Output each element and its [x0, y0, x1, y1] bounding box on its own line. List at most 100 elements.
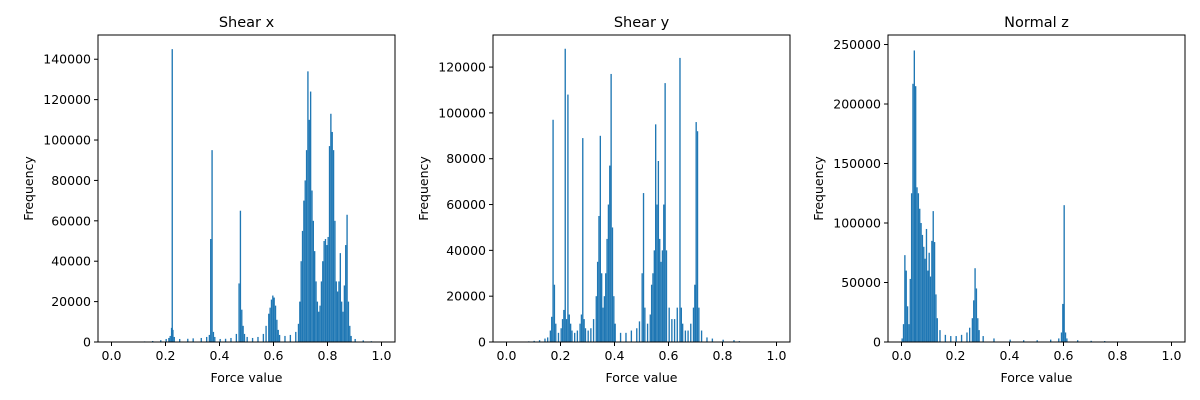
shear-x-bar-52: [305, 150, 308, 343]
shear-x-bar-63: [320, 281, 323, 342]
shear-x-bar-51: [304, 180, 306, 342]
normal-z-bar-23: [932, 211, 934, 342]
shear-x-bar-28: [243, 333, 246, 342]
normal-z-ytick-label-2: 100000: [833, 216, 881, 231]
shear-y-bar-7: [552, 119, 554, 343]
shear-y-bar-76: [690, 323, 692, 342]
shear-x-bar-45: [295, 331, 297, 342]
normal-z-xtick-label-3: 0.6: [1054, 348, 1074, 363]
normal-z-bar-36: [974, 268, 976, 342]
shear-x-xtick-label-2: 0.4: [210, 348, 230, 363]
normal-z-bar-15: [921, 234, 924, 342]
shear-x-bar-74: [335, 281, 337, 342]
shear-y-xtick-label-2: 0.4: [605, 348, 625, 363]
shear-x-bar-75: [336, 291, 339, 342]
normal-z-title: Normal z: [1004, 15, 1069, 31]
shear-y-bar-15: [565, 319, 568, 342]
normal-z-bar-34: [971, 318, 974, 342]
shear-x-bar-15: [208, 334, 211, 342]
shear-y-bar-53: [646, 323, 649, 342]
normal-z-bar-25: [935, 294, 937, 342]
shear-y-bar-5: [549, 330, 552, 342]
shear-x-bar-2: [160, 340, 162, 342]
normal-z-bar-13: [919, 208, 921, 342]
shear-y-ytick-label-6: 120000: [438, 60, 486, 75]
shear-y-bar-21: [576, 330, 579, 342]
shear-y-bar-68: [671, 319, 673, 342]
shear-x-xlabel: Force value: [211, 370, 283, 385]
shear-x-bar-43: [284, 335, 286, 342]
shear-y-ytick-label-2: 40000: [446, 243, 486, 258]
normal-z-bar-33: [969, 327, 971, 342]
shear-x-bar-59: [315, 281, 317, 342]
shear-y-bar-64: [663, 204, 665, 342]
normal-z-bar-10: [915, 86, 917, 342]
subplot-normal-z: 0.0 0.2 0.4 0.6 0.8 1.0 0 50000 100000 150000 2000…: [811, 15, 1186, 385]
shear-y-bar-61: [659, 238, 661, 342]
shear-x-bar-38: [273, 297, 275, 342]
shear-y-bar-60: [657, 161, 660, 342]
shear-x-bar-57: [312, 220, 314, 342]
shear-y-bar-18: [569, 323, 572, 342]
shear-y-axes-frame: [492, 34, 791, 343]
shear-y-bar-8: [553, 284, 556, 342]
shear-x-bar-56: [311, 190, 313, 342]
normal-z-ytick-label-3: 150000: [833, 156, 881, 171]
shear-y-ytick-label-4: 80000: [446, 151, 486, 166]
shear-x-bar-36: [270, 299, 273, 342]
shear-x-xtick-label-3: 0.6: [264, 348, 284, 363]
shear-x-bar-62: [319, 305, 321, 342]
normal-z-bar-42: [1009, 339, 1011, 342]
shear-x-ytick-label-1: 20000: [51, 294, 91, 309]
normal-z-bar-52: [1077, 340, 1079, 342]
shear-x-bar-61: [318, 311, 320, 342]
shear-y-bar-50: [641, 273, 643, 342]
shear-x-bar-23: [235, 333, 238, 342]
normal-z-axes-frame: [887, 34, 1186, 343]
shear-x-bar-77: [339, 253, 341, 342]
shear-y-bar-86: [733, 340, 735, 342]
shear-y-bar-51: [642, 193, 645, 342]
shear-x-bar-46: [297, 323, 300, 342]
shear-x-bar-21: [224, 338, 227, 342]
shear-y-bar-25: [583, 319, 585, 342]
shear-x-bar-4: [168, 337, 170, 342]
shear-y-bar-72: [680, 307, 682, 342]
shear-x-bar-67: [326, 245, 328, 342]
shear-x-bar-14: [206, 336, 208, 342]
shear-y-bar-36: [603, 296, 606, 342]
shear-y-bar-17: [568, 314, 570, 342]
shear-x-bar-10: [179, 338, 181, 342]
shear-x-bar-30: [251, 337, 254, 342]
normal-z-bar-37: [975, 288, 978, 342]
shear-y-bar-58: [655, 124, 657, 342]
shear-x-bar-73: [334, 220, 336, 342]
shear-x-bar-66: [324, 238, 327, 342]
shear-x-bar-17: [211, 150, 213, 343]
normal-z-xtick-label-5: 1.0: [1162, 348, 1182, 363]
shear-y-bar-83: [706, 337, 708, 342]
shear-x-axes-frame: [97, 34, 396, 343]
shear-y-bars: [528, 48, 741, 343]
shear-x-bar-8: [172, 329, 174, 342]
shear-y-bar-3: [544, 338, 546, 342]
normal-z-bar-45: [1050, 339, 1052, 342]
normal-z-bar-14: [920, 223, 922, 342]
shear-y-bar-80: [696, 131, 699, 342]
shear-y-bar-47: [630, 330, 633, 342]
shear-y-bar-78: [694, 284, 696, 342]
shear-y-bar-63: [661, 250, 664, 342]
shear-x-ytick-label-2: 40000: [51, 254, 91, 269]
shear-x-ytick-label-7: 140000: [43, 52, 91, 67]
shear-y-bar-24: [582, 138, 584, 342]
shear-x-bars: [143, 49, 383, 343]
normal-z-bar-9: [913, 50, 915, 342]
shear-x-bar-37: [272, 295, 274, 342]
shear-y-bar-45: [619, 332, 622, 342]
shear-x-bar-33: [265, 325, 267, 342]
shear-y-bar-57: [653, 250, 655, 342]
normal-z-bar-27: [939, 330, 941, 342]
shear-y-bar-27: [587, 330, 589, 342]
shear-y-ytick-label-0: 0: [478, 335, 486, 350]
shear-x-bar-5: [169, 335, 171, 342]
